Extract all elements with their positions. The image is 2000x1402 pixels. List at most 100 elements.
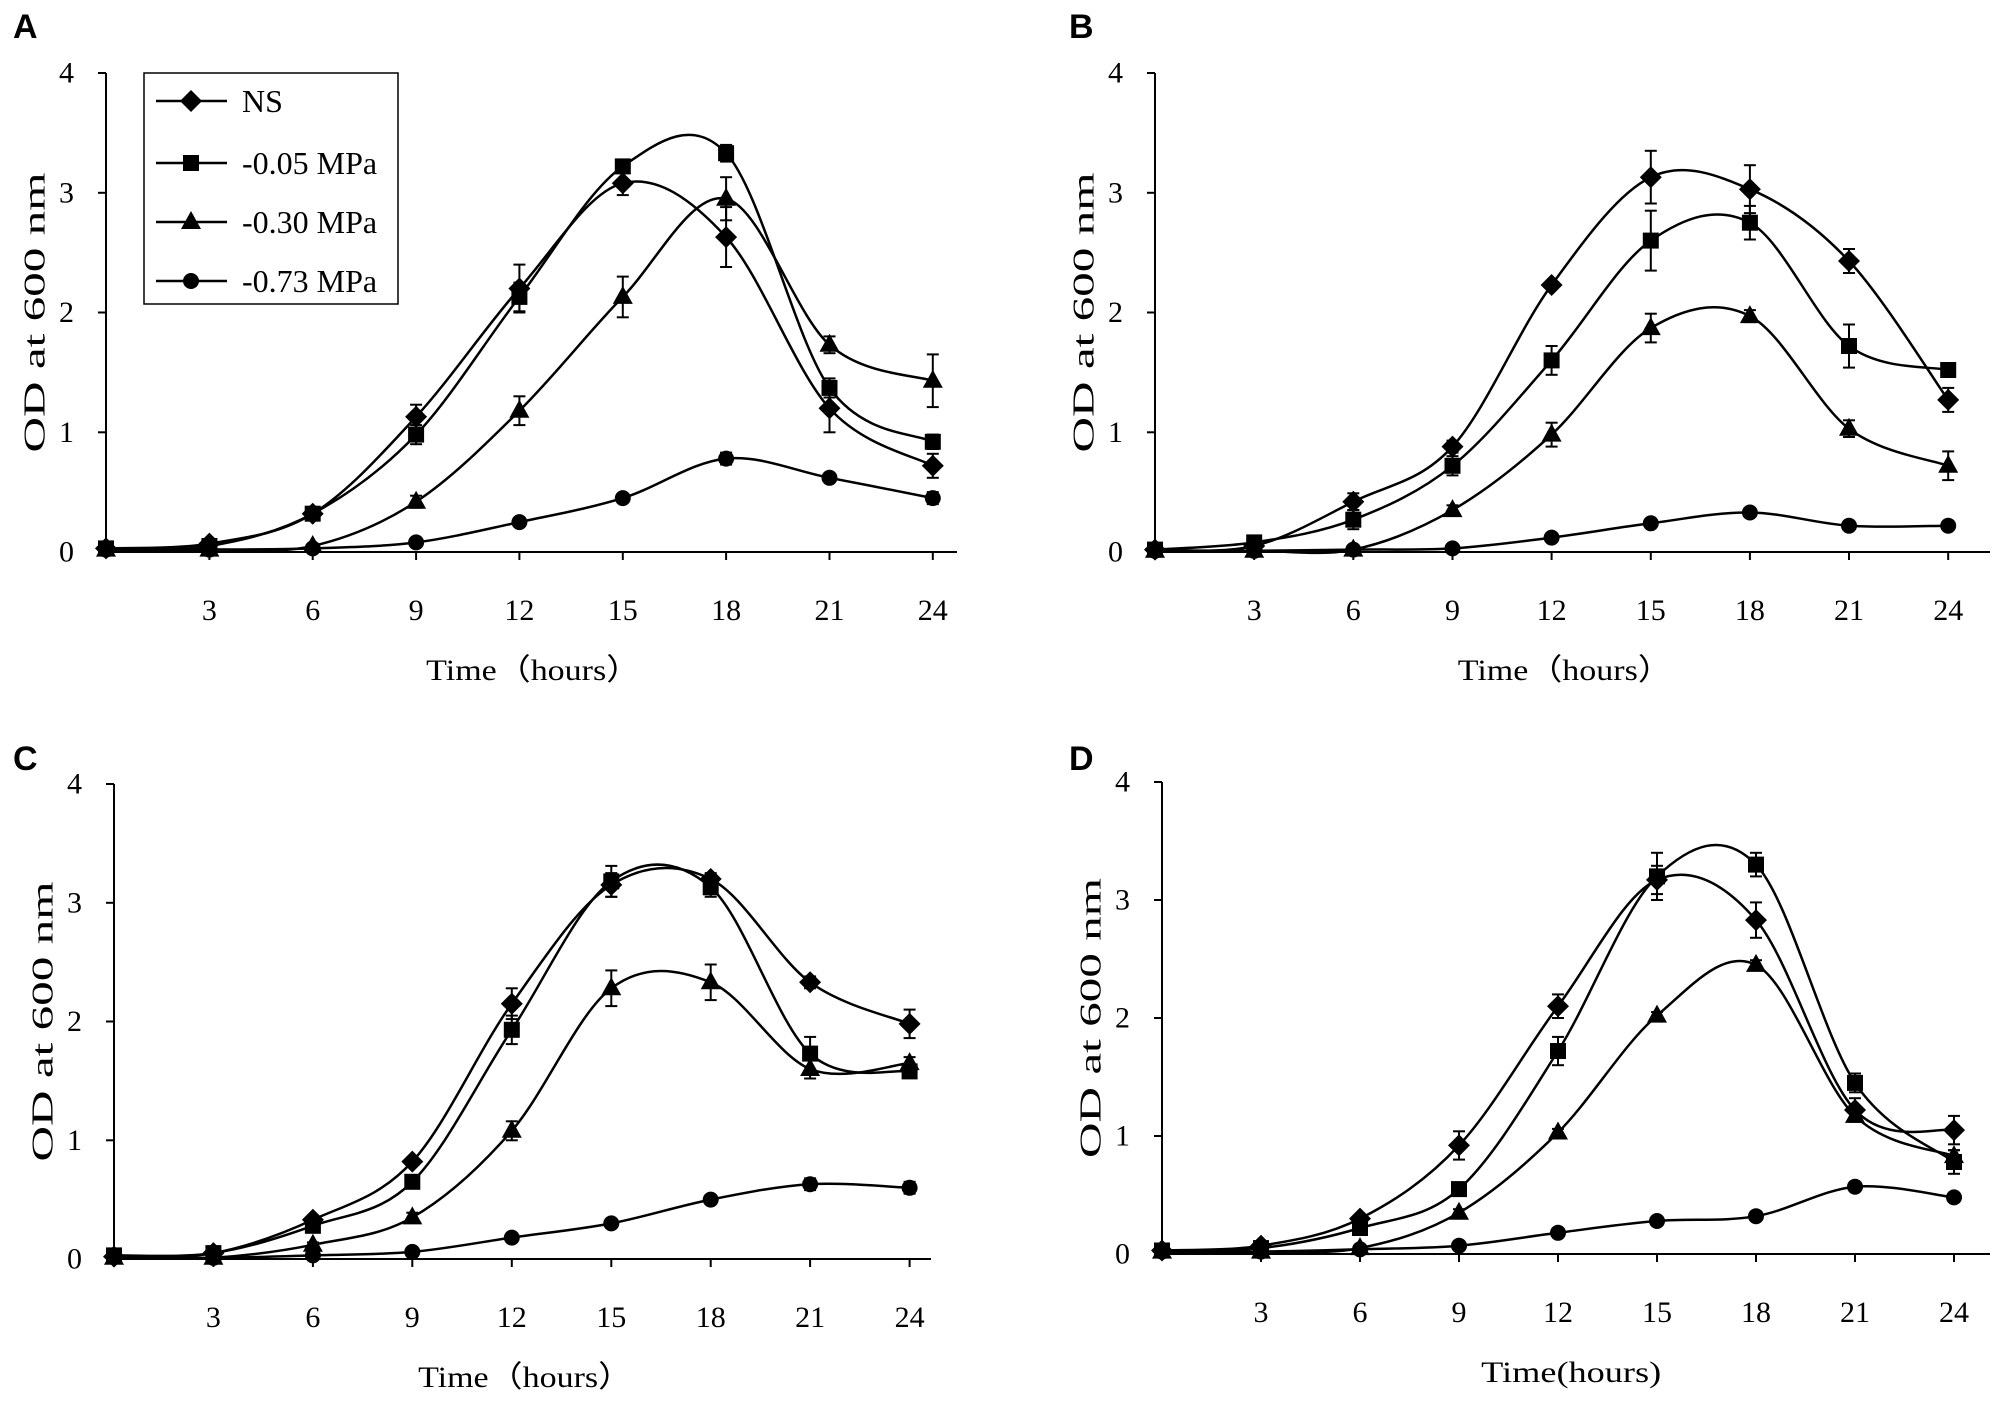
data-point xyxy=(1540,274,1563,296)
series-line xyxy=(1161,843,1955,1252)
data-point xyxy=(1550,1224,1566,1241)
data-point xyxy=(614,490,631,507)
data-point xyxy=(1647,1004,1667,1023)
data-point xyxy=(1642,232,1659,249)
x-tick-label: 18 xyxy=(1741,1296,1771,1329)
y-tick-label: 4 xyxy=(59,57,74,90)
panel-label: D xyxy=(1069,740,1094,778)
data-point xyxy=(405,405,428,428)
data-point xyxy=(304,1247,321,1264)
data-point xyxy=(1649,868,1665,885)
y-axis-title: OD at 600 nm xyxy=(25,882,60,1162)
data-point xyxy=(603,873,620,890)
data-point xyxy=(1548,1121,1568,1140)
data-point xyxy=(1938,454,1959,473)
data-point xyxy=(1253,1243,1269,1260)
x-tick-label: 15 xyxy=(1636,594,1666,627)
data-point xyxy=(408,534,425,551)
series-line xyxy=(1154,306,1949,555)
y-tick-label: 4 xyxy=(1108,57,1123,90)
y-tick-label: 3 xyxy=(67,886,82,919)
data-point xyxy=(799,971,822,994)
data-point xyxy=(1745,909,1767,932)
x-tick-label: 21 xyxy=(815,594,845,627)
series-circle xyxy=(1147,504,1957,559)
data-point xyxy=(899,1052,920,1071)
data-point xyxy=(1352,1220,1368,1236)
data-point xyxy=(1444,457,1461,474)
y-tick-label: 0 xyxy=(1108,536,1123,569)
data-point xyxy=(802,1176,819,1193)
data-point xyxy=(1940,362,1957,378)
data-point xyxy=(1946,1189,1962,1206)
data-point xyxy=(404,1243,421,1260)
series-square xyxy=(106,863,918,1264)
data-point xyxy=(1847,1074,1863,1091)
series-triangle xyxy=(104,963,920,1265)
legend-entry: NS xyxy=(156,83,283,119)
data-point xyxy=(501,1119,522,1138)
data-point xyxy=(1748,856,1764,873)
data-point xyxy=(1246,542,1263,559)
y-tick-label: 3 xyxy=(1108,176,1123,209)
data-point xyxy=(1451,1181,1467,1198)
data-point xyxy=(1639,166,1662,189)
legend-entry: -0.73 MPa xyxy=(156,263,377,299)
data-point xyxy=(603,1215,620,1232)
data-point xyxy=(1845,1104,1865,1123)
data-point xyxy=(1649,1213,1665,1229)
data-point xyxy=(924,490,941,507)
series-square xyxy=(1154,843,1962,1259)
data-point xyxy=(921,454,944,477)
legend-label: -0.05 MPa xyxy=(242,145,377,181)
data-point xyxy=(922,369,943,388)
x-tick-label: 24 xyxy=(1939,1296,1969,1329)
data-point xyxy=(302,1233,323,1252)
x-axis-title: Time(hours) xyxy=(1481,1356,1661,1389)
legend-entry: -0.05 MPa xyxy=(156,145,377,181)
x-tick-label: 6 xyxy=(1346,594,1361,627)
x-tick-label: 24 xyxy=(918,594,948,627)
data-point xyxy=(1838,250,1860,272)
data-point xyxy=(716,187,737,206)
y-tick-label: 2 xyxy=(67,1005,82,1038)
data-point xyxy=(1741,214,1758,231)
series-line xyxy=(113,1182,910,1260)
data-point xyxy=(1642,515,1659,532)
y-tick-label: 1 xyxy=(1108,416,1123,449)
data-point xyxy=(718,450,735,467)
y-tick-label: 0 xyxy=(67,1243,82,1276)
data-point xyxy=(718,145,735,162)
data-point xyxy=(898,1012,921,1035)
legend-marker xyxy=(180,90,202,112)
x-tick-label: 21 xyxy=(1840,1296,1870,1329)
series-line xyxy=(113,866,911,1259)
y-axis-title: OD at 600 nm xyxy=(1073,878,1108,1158)
legend-box xyxy=(143,72,399,305)
x-tick-label: 9 xyxy=(409,594,424,627)
data-point xyxy=(1839,417,1859,436)
panel-label: A xyxy=(13,8,38,46)
data-point xyxy=(1748,1208,1764,1225)
data-point xyxy=(1147,542,1163,559)
data-point xyxy=(304,540,321,557)
data-point xyxy=(802,1045,819,1062)
x-axis-title: Time（hours） xyxy=(426,654,640,687)
data-point xyxy=(1738,178,1761,201)
data-point xyxy=(509,399,530,418)
y-tick-label: 1 xyxy=(67,1124,82,1157)
data-point xyxy=(1449,1201,1469,1220)
y-tick-label: 4 xyxy=(67,768,82,801)
data-point xyxy=(503,1021,520,1038)
data-point xyxy=(1541,423,1562,442)
y-tick-label: 2 xyxy=(1108,296,1123,329)
x-tick-label: 3 xyxy=(1254,1296,1269,1329)
data-point xyxy=(205,1249,222,1266)
data-point xyxy=(1342,490,1365,513)
data-point xyxy=(1640,317,1661,336)
series-diamond xyxy=(103,866,921,1268)
x-tick-label: 18 xyxy=(711,594,741,627)
